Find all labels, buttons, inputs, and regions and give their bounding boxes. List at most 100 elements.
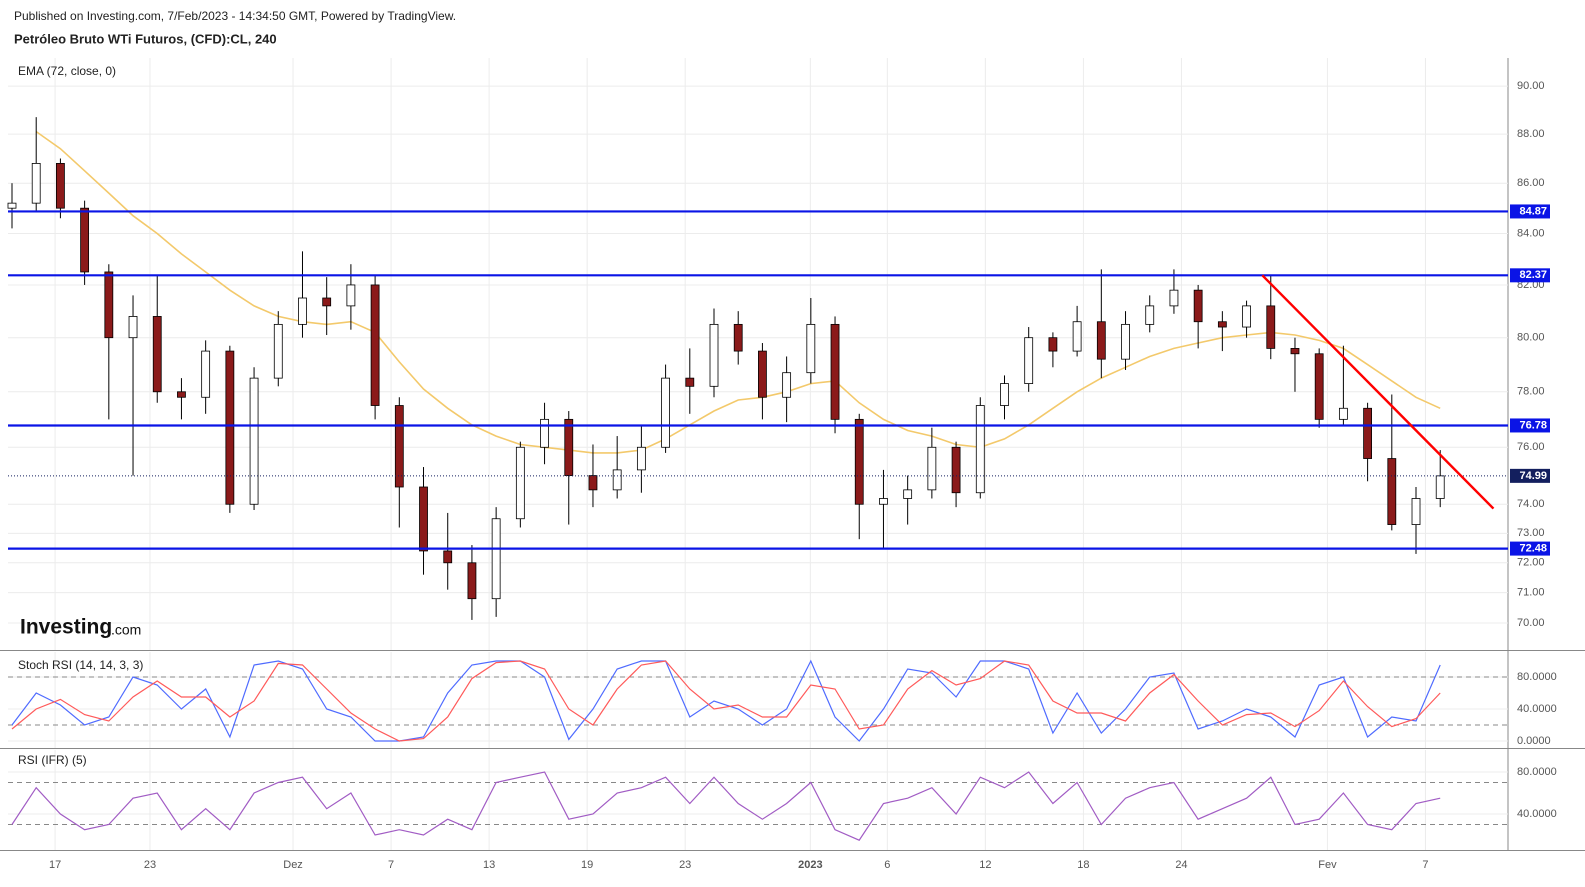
x-tick-label: 12 <box>979 859 991 871</box>
candle-body <box>709 323 719 387</box>
candle-body <box>975 405 985 494</box>
level-label-box <box>1510 541 1550 556</box>
grid <box>8 58 1508 850</box>
candle-body <box>1169 289 1179 307</box>
x-tick-label: 19 <box>581 859 593 871</box>
x-tick-label: Fev <box>1318 859 1337 871</box>
y-tick-label: 0.0000 <box>1517 735 1551 747</box>
candle-body <box>951 446 961 494</box>
y-tick-label: 76.00 <box>1517 441 1545 453</box>
candle-body <box>1387 458 1397 525</box>
candle-body <box>1096 321 1106 360</box>
indicator-label: EMA (72, close, 0) <box>18 64 116 78</box>
candle-body <box>1000 383 1009 406</box>
candle-body <box>540 418 549 448</box>
candle-body <box>1024 337 1034 384</box>
candle-body <box>612 469 622 491</box>
candle-body <box>1290 348 1300 355</box>
y-tick-label: 78.00 <box>1517 386 1545 398</box>
candle-body <box>564 418 574 476</box>
candle-body <box>177 391 186 398</box>
labels: EMA (72, close, 0) Stoch RSI (14, 14, 3,… <box>18 64 1557 871</box>
x-tick-label: 17 <box>49 859 61 871</box>
level-label: 82.37 <box>1519 269 1547 281</box>
candle-body <box>201 350 211 398</box>
candle-body <box>394 405 404 488</box>
candle-body <box>152 316 162 393</box>
candle-body <box>806 323 816 374</box>
candle-body <box>903 489 913 499</box>
candle-body <box>249 377 259 505</box>
candle-body <box>1435 475 1445 499</box>
candle-body <box>298 297 307 325</box>
candle-body <box>515 446 525 520</box>
y-tick-label: 84.00 <box>1517 227 1545 239</box>
indicator-line <box>11 660 1441 742</box>
candle-body <box>1072 321 1082 352</box>
x-tick-label: 7 <box>1422 859 1428 871</box>
candle-body <box>588 475 598 491</box>
level-label: 76.78 <box>1519 419 1547 431</box>
x-tick-label: 6 <box>884 859 890 871</box>
candle-body <box>31 163 41 204</box>
x-tick-label: 13 <box>483 859 495 871</box>
x-tick-label: 2023 <box>798 859 822 871</box>
candle-body <box>322 297 332 307</box>
plots <box>7 117 1508 841</box>
y-tick-label: 88.00 <box>1517 128 1545 140</box>
candle-body <box>467 562 477 600</box>
candle-body <box>1121 323 1130 360</box>
candle-body <box>104 271 114 339</box>
candle-body <box>346 284 356 307</box>
published-note: Published on Investing.com, 7/Feb/2023 -… <box>14 9 456 23</box>
y-tick-label: 90.00 <box>1517 80 1545 92</box>
x-tick-label: 18 <box>1077 859 1089 871</box>
y-tick-label: 80.00 <box>1517 332 1545 344</box>
candle-body <box>1411 498 1421 525</box>
candle-body <box>758 350 767 398</box>
candle-body <box>273 323 283 379</box>
candle-body <box>879 498 888 505</box>
x-tick-label: 24 <box>1175 859 1187 871</box>
candle-body <box>1314 353 1324 420</box>
x-tick-label: 23 <box>679 859 691 871</box>
candle-body <box>854 418 864 505</box>
candle-body <box>1363 407 1372 459</box>
indicator-line <box>11 771 1441 841</box>
candle-body <box>830 323 840 420</box>
y-tick-label: 73.00 <box>1517 527 1545 539</box>
y-tick-label: 72.00 <box>1517 557 1545 569</box>
candle-body <box>1048 337 1058 352</box>
x-tick-label: Dez <box>283 859 303 871</box>
candle-body <box>80 207 90 273</box>
candle-body <box>1242 305 1251 328</box>
candle-body <box>419 486 428 552</box>
x-tick-label: 7 <box>388 859 394 871</box>
level-label: 72.48 <box>1519 542 1547 554</box>
x-tick-label: 23 <box>144 859 156 871</box>
last-price-box <box>1510 468 1550 483</box>
panel-title: Stoch RSI (14, 14, 3, 3) <box>18 658 143 672</box>
candle-body <box>1338 407 1348 420</box>
candle-body <box>1266 305 1276 349</box>
y-tick-label: 74.00 <box>1517 498 1545 510</box>
candle-body <box>1193 289 1203 323</box>
ema-line <box>35 130 1441 454</box>
candle-body <box>56 163 65 209</box>
y-tick-label: 86.00 <box>1517 177 1545 189</box>
y-tick-label: 40.0000 <box>1517 703 1557 715</box>
candle-body <box>491 518 501 600</box>
candle-body <box>128 316 138 339</box>
y-tick-label: 40.0000 <box>1517 808 1557 820</box>
level-label-box <box>1510 268 1550 283</box>
candle-body <box>927 446 937 491</box>
candle-body <box>636 446 646 471</box>
candle-body <box>225 350 235 505</box>
y-tick-label: 71.00 <box>1517 587 1545 599</box>
candle-body <box>1217 321 1227 328</box>
level-label: 84.87 <box>1519 205 1547 217</box>
trendline <box>1261 274 1495 510</box>
